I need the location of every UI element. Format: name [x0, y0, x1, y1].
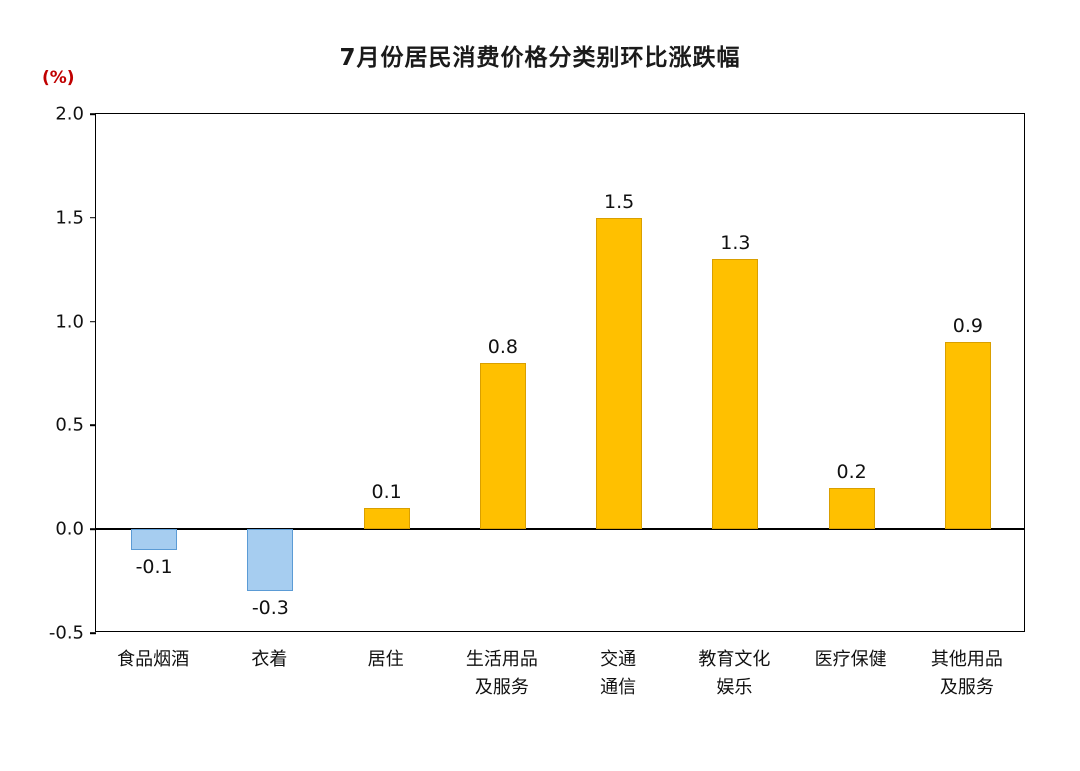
- chart-title: 7月份居民消费价格分类别环比涨跌幅: [339, 45, 741, 71]
- y-axis-unit-label: (%): [42, 68, 75, 88]
- category-label: 衣着: [251, 649, 288, 670]
- bar: [944, 342, 991, 530]
- bar-value-label: 1.5: [604, 190, 635, 213]
- category-label: 教育文化 娱乐: [698, 649, 771, 698]
- y-tick-label: -0.5: [48, 622, 84, 644]
- y-tick-label: 1.0: [55, 311, 84, 333]
- bar: [479, 363, 526, 530]
- y-tick-mark: [90, 528, 96, 530]
- category-label: 食品烟酒: [117, 649, 190, 670]
- category-label: 医疗保健: [814, 649, 887, 670]
- y-tick-mark: [90, 113, 96, 115]
- category-label: 居住: [367, 649, 404, 670]
- plot-area: 2.0 1.5 1.0 0.5 0.0 -0.5 -0.1 -0.3 0.1 0.8 1.5 1.3 0…: [49, 104, 1025, 644]
- y-tick-label: 0.5: [55, 414, 84, 436]
- category-label: 交通 通信: [600, 649, 637, 698]
- bar-value-label: 0.9: [952, 315, 983, 338]
- bar: [712, 259, 759, 530]
- y-tick-mark: [90, 320, 96, 323]
- bar: [828, 487, 875, 530]
- bar: [363, 508, 410, 530]
- bar-value-label: 0.2: [836, 460, 867, 483]
- y-tick-label: 2.0: [55, 103, 84, 125]
- bar-value-label: 0.1: [371, 481, 402, 504]
- y-tick-mark: [90, 632, 96, 634]
- bar: [247, 529, 294, 592]
- category-label: 其他用品 及服务: [930, 649, 1003, 698]
- bar-value-label: 0.8: [487, 336, 518, 359]
- x-axis-labels: 食品烟酒 衣着 居住 生活用品 及服务 交通 通信 教育文化 娱乐 医疗保健 其他用品 及服务: [95, 646, 1025, 746]
- category-label: 生活用品 及服务: [465, 649, 538, 698]
- y-tick-label: 0.0: [55, 518, 84, 540]
- bar: [596, 217, 643, 530]
- y-tick-mark: [90, 217, 96, 219]
- bar-value-label: 1.3: [720, 232, 751, 255]
- zero-baseline: [96, 528, 1024, 530]
- bar-value-label: -0.3: [251, 597, 289, 620]
- y-tick-label: 1.5: [55, 207, 84, 229]
- y-tick-mark: [90, 424, 96, 427]
- bar-value-label: -0.1: [135, 555, 173, 578]
- bar: [131, 529, 178, 550]
